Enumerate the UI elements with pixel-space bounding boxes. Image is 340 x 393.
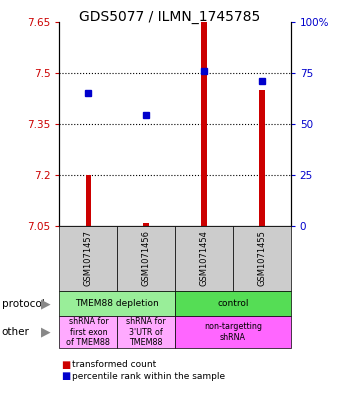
Bar xyxy=(201,22,207,226)
Bar xyxy=(143,222,149,226)
Text: transformed count: transformed count xyxy=(72,360,157,369)
Text: GSM1071457: GSM1071457 xyxy=(84,230,93,286)
Text: other: other xyxy=(2,327,30,337)
Text: ■: ■ xyxy=(61,371,70,382)
Text: percentile rank within the sample: percentile rank within the sample xyxy=(72,372,225,381)
Text: ▶: ▶ xyxy=(41,297,51,310)
Text: TMEM88 depletion: TMEM88 depletion xyxy=(75,299,159,308)
Text: GSM1071455: GSM1071455 xyxy=(257,230,266,286)
Bar xyxy=(259,90,265,226)
Text: ▶: ▶ xyxy=(41,325,51,339)
Text: control: control xyxy=(217,299,249,308)
Text: shRNA for
first exon
of TMEM88: shRNA for first exon of TMEM88 xyxy=(66,317,110,347)
Text: protocol: protocol xyxy=(2,299,45,309)
Text: GSM1071456: GSM1071456 xyxy=(142,230,151,286)
Text: non-targetting
shRNA: non-targetting shRNA xyxy=(204,322,262,342)
Bar xyxy=(85,175,91,226)
Text: shRNA for
3'UTR of
TMEM88: shRNA for 3'UTR of TMEM88 xyxy=(126,317,166,347)
Text: ■: ■ xyxy=(61,360,70,370)
Text: GSM1071454: GSM1071454 xyxy=(200,230,208,286)
Text: GDS5077 / ILMN_1745785: GDS5077 / ILMN_1745785 xyxy=(79,10,261,24)
